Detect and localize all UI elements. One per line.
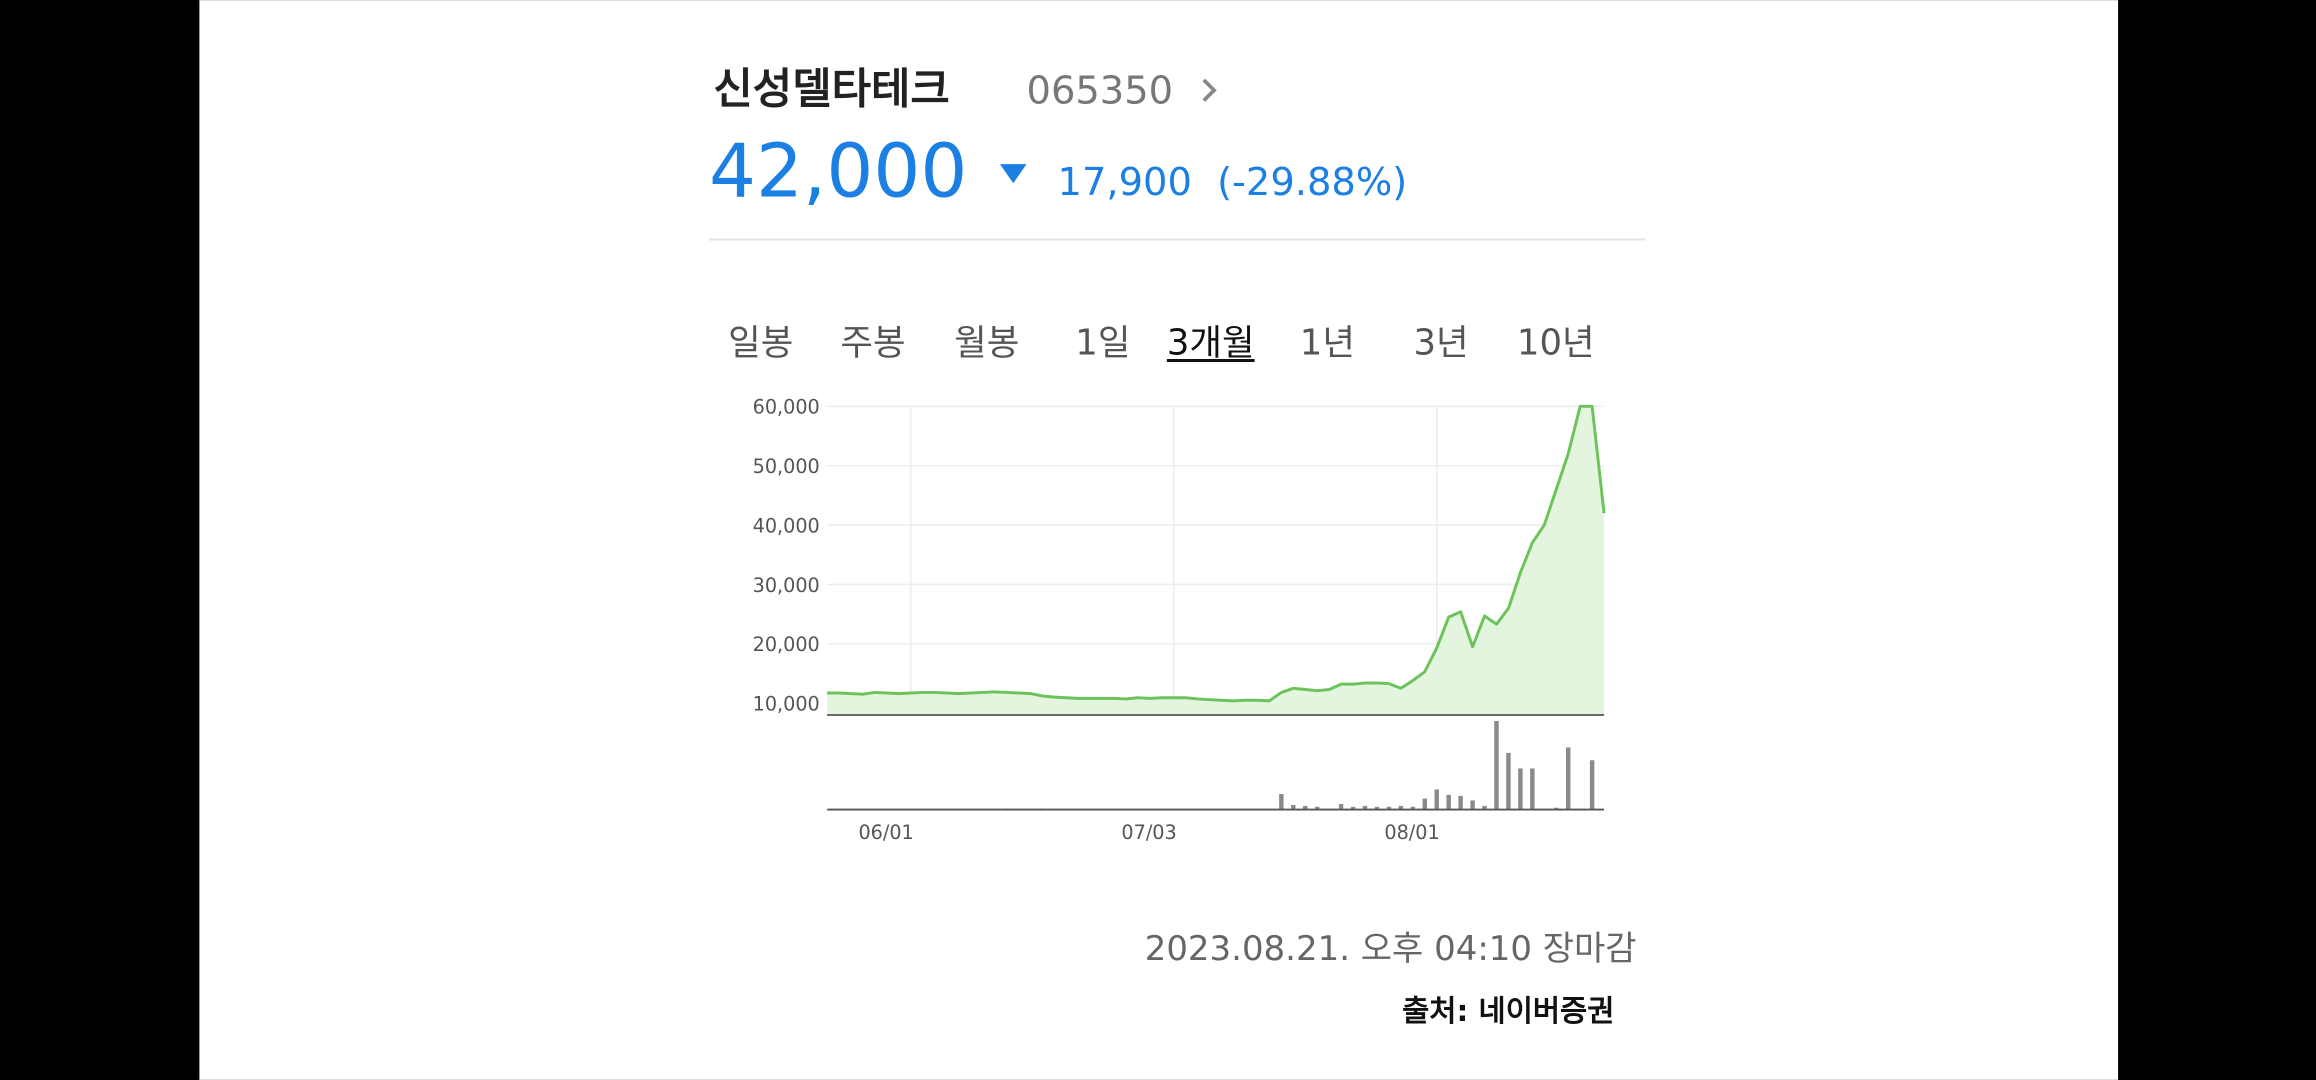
volume-bar — [1446, 794, 1451, 810]
volume-bar — [1422, 798, 1427, 810]
area — [827, 406, 1605, 716]
volume-bar — [1314, 806, 1320, 810]
volume-bar — [1386, 806, 1392, 810]
content-panel — [199, 0, 2119, 1080]
tab[interactable]: 1일 — [1075, 323, 1130, 364]
chevron[interactable] — [1202, 78, 1217, 102]
volume-bar — [1458, 795, 1463, 810]
down-arrow — [999, 164, 1027, 184]
volume-bar — [1434, 789, 1439, 810]
volume-bar — [1589, 760, 1595, 810]
source: 출처: 네이버증권 — [1402, 994, 1614, 1028]
timestamp: 2023.08.21. 오후 04:10 장마감 — [1145, 929, 1637, 969]
volume-bar — [1554, 807, 1559, 810]
price-line — [827, 404, 1606, 703]
tab[interactable]: 10년 — [1517, 323, 1595, 364]
tab[interactable]: 월봉 — [954, 323, 1019, 364]
tab[interactable]: 1년 — [1300, 323, 1355, 364]
stock-name[interactable]: 신성델타테크 — [713, 65, 949, 115]
x-tick-label: 07/03 — [1121, 821, 1176, 844]
volume-bar — [1374, 806, 1380, 810]
volume-bar — [1482, 805, 1487, 810]
volume-bar — [1398, 805, 1404, 810]
y-tick-label: 50,000 — [753, 455, 820, 478]
volume-bar — [1506, 752, 1511, 810]
volume-bar — [1279, 794, 1284, 810]
y-tick-label: 30,000 — [753, 574, 820, 597]
x-tick-label: 08/01 — [1384, 821, 1439, 844]
change-rate: (-29.88%) — [1217, 160, 1407, 205]
volume-bar — [1350, 806, 1356, 810]
volume-bar — [1291, 804, 1296, 810]
stock-code[interactable]: 065350 — [1027, 69, 1174, 114]
volume-bar — [1565, 747, 1571, 810]
y-tick-label: 10,000 — [753, 693, 820, 716]
price: 42,000 — [709, 129, 967, 215]
chart: 10,000 20,000 30,000 40,000 50,000 60,000 06/0… — [753, 396, 1606, 844]
y-tick-label: 40,000 — [753, 514, 820, 537]
tab[interactable]: 주봉 — [840, 323, 905, 364]
x-tick-label: 06/01 — [858, 821, 913, 844]
volume-bar — [1338, 804, 1344, 810]
y-tick-label: 20,000 — [753, 633, 820, 656]
volume-bar — [1470, 800, 1475, 810]
tab[interactable]: 일봉 — [728, 323, 793, 364]
volume-bar — [1303, 805, 1308, 810]
volume-bar — [1518, 768, 1523, 810]
tab[interactable]: 3년 — [1414, 323, 1469, 364]
volume-bar — [1410, 806, 1416, 810]
y-tick-label: 60,000 — [753, 396, 820, 419]
tabs: 일봉 주봉 월봉 1일 3개월 1년 3년 10년 — [728, 323, 1594, 364]
volume-bar — [1494, 720, 1499, 810]
change: 17,900 — [1058, 160, 1192, 205]
volume-bar — [1530, 768, 1535, 810]
tab[interactable]: 3개월 — [1167, 323, 1255, 364]
volume-bar — [1362, 805, 1368, 810]
